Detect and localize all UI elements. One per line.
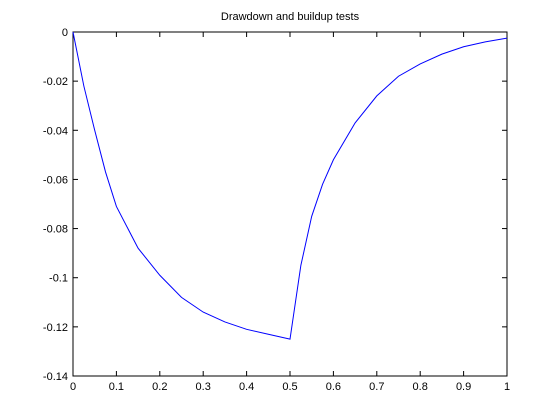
x-tick-label: 0.1 xyxy=(109,381,124,393)
y-tick-label: -0.12 xyxy=(43,322,68,334)
x-tick-label: 0.8 xyxy=(413,381,428,393)
y-tick-label: -0.06 xyxy=(43,174,68,186)
x-tick-label: 1 xyxy=(504,381,510,393)
x-tick-label: 0 xyxy=(70,381,76,393)
y-tick-label: 0 xyxy=(62,27,68,39)
x-tick-label: 0.2 xyxy=(152,381,167,393)
y-tick-label: -0.14 xyxy=(43,371,68,383)
x-tick-label: 0.5 xyxy=(282,381,297,393)
y-tick-label: -0.1 xyxy=(49,273,68,285)
y-tick-label: -0.02 xyxy=(43,76,68,88)
plot-box xyxy=(72,31,508,377)
x-tick-label: 0.6 xyxy=(326,381,341,393)
x-tick-label: 0.7 xyxy=(369,381,384,393)
chart-title: Drawdown and buildup tests xyxy=(221,11,360,23)
y-tick-label: -0.04 xyxy=(43,125,68,137)
x-tick-label: 0.4 xyxy=(239,381,254,393)
line xyxy=(72,31,508,340)
y-tick-label: -0.08 xyxy=(43,224,68,236)
x-tick-label: 0.9 xyxy=(456,381,471,393)
x-tick-label: 0.3 xyxy=(196,381,211,393)
